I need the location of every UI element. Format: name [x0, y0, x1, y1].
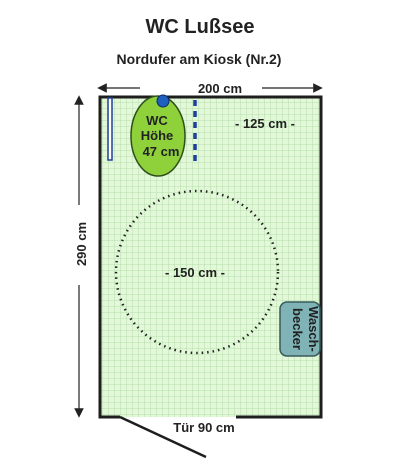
- height-label: 290 cm: [74, 222, 89, 266]
- turning-circle: [114, 189, 280, 355]
- door-label: Tür 90 cm: [173, 420, 234, 435]
- page-subtitle: Nordufer am Kiosk (Nr.2): [117, 51, 282, 67]
- toilet-label-line3: 47 cm: [143, 144, 180, 159]
- side-space-label: - 125 cm -: [235, 116, 295, 131]
- flush-button-icon: [156, 94, 170, 108]
- toilet-label-line2: Höhe: [141, 128, 174, 143]
- sink-label-line1: Wasch-: [306, 306, 321, 352]
- grab-bar-left: [107, 97, 113, 161]
- sink-label-line2: becker: [290, 308, 305, 350]
- toilet-bowl: [130, 95, 186, 177]
- door-leaf: [119, 415, 207, 459]
- page-title: WC Lußsee: [146, 16, 255, 38]
- sink: [279, 301, 321, 357]
- width-label: 200 cm: [198, 81, 242, 96]
- toilet-label-line1: WC: [146, 113, 168, 128]
- room-walls: [98, 95, 323, 419]
- turning-circle-label: - 150 cm -: [165, 265, 225, 280]
